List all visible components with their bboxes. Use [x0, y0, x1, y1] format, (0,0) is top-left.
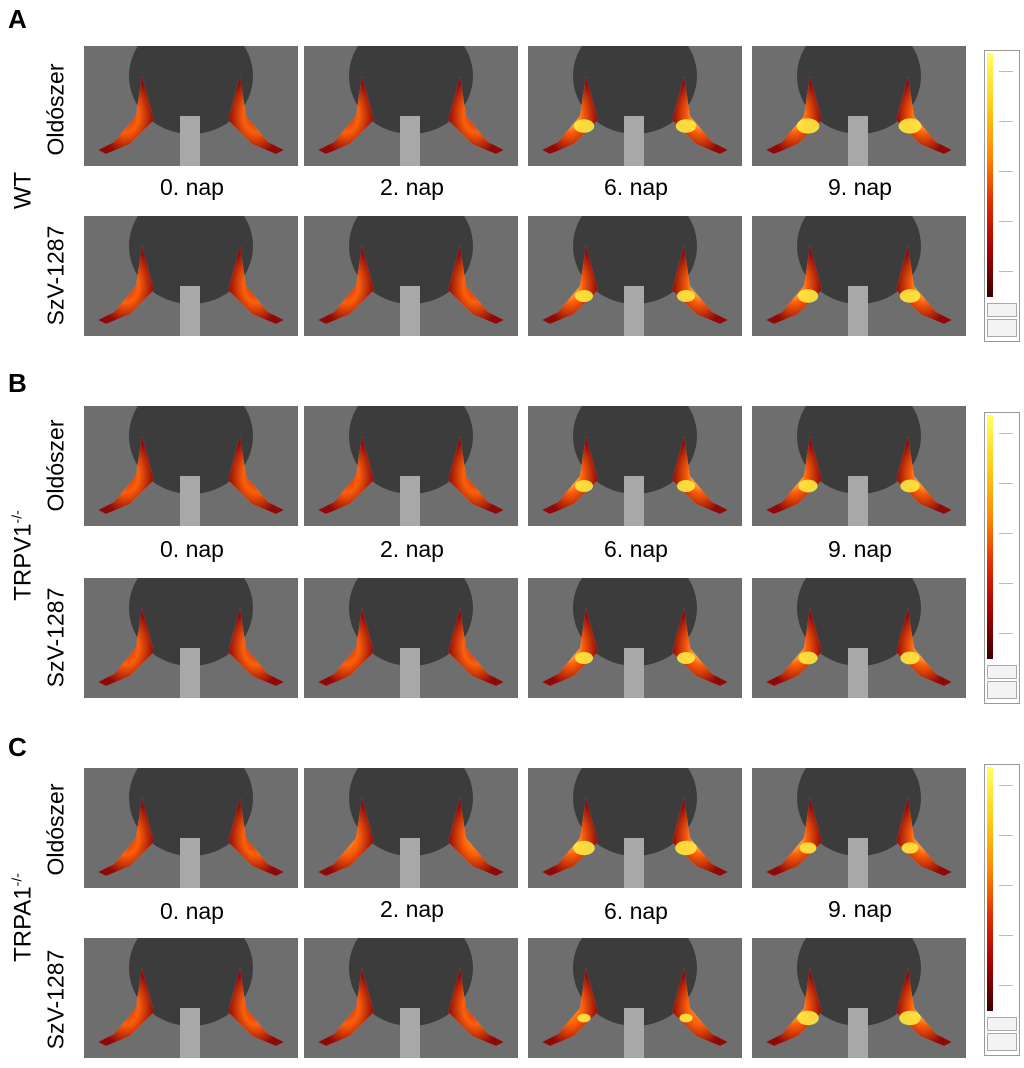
image-c-vehicle-day6 [528, 768, 742, 888]
genotype-label-wt: WT [5, 151, 37, 231]
image-a-szv-day6 [528, 216, 742, 336]
day-label-b-2: 2. nap [380, 536, 444, 562]
genotype-label-trpa1: TRPA1-/- [5, 858, 37, 978]
image-a-szv-day9 [752, 216, 966, 336]
day-label-c-9: 9. nap [828, 896, 892, 922]
image-a-szv-day0 [84, 216, 298, 336]
genotype-name: WT [9, 171, 37, 210]
day-label-a-9: 9. nap [828, 174, 892, 200]
row-label-szv-c: SzV-1287 [42, 949, 69, 1050]
genotype-name: TRPA1 [9, 886, 37, 962]
image-c-szv-day9 [752, 938, 966, 1058]
genotype-superscript: -/- [8, 510, 25, 524]
genotype-label-trpv1: TRPV1-/- [5, 496, 37, 616]
day-label-c-0: 0. nap [160, 898, 224, 924]
day-label-c-2: 2. nap [380, 896, 444, 922]
genotype-superscript: -/- [8, 873, 25, 887]
image-a-vehicle-day0 [84, 46, 298, 166]
day-label-b-6: 6. nap [604, 536, 668, 562]
row-label-vehicle-c: Oldószer [42, 783, 69, 876]
image-a-vehicle-day9 [752, 46, 966, 166]
row-label-vehicle-b: Oldószer [42, 419, 69, 512]
day-label-a-6: 6. nap [604, 174, 668, 200]
image-a-vehicle-day2 [304, 46, 518, 166]
genotype-name: TRPV1 [9, 523, 37, 601]
day-label-b-9: 9. nap [828, 536, 892, 562]
image-c-vehicle-day2 [304, 768, 518, 888]
image-b-vehicle-day2 [304, 406, 518, 526]
day-label-a-0: 0. nap [160, 174, 224, 200]
image-b-szv-day6 [528, 578, 742, 698]
image-b-vehicle-day6 [528, 406, 742, 526]
panel-letter-b: B [8, 368, 27, 398]
image-b-szv-day0 [84, 578, 298, 698]
image-c-szv-day6 [528, 938, 742, 1058]
panel-letter-a: A [8, 4, 27, 34]
image-c-szv-day2 [304, 938, 518, 1058]
day-label-b-0: 0. nap [160, 536, 224, 562]
day-label-a-2: 2. nap [380, 174, 444, 200]
row-label-szv-b: SzV-1287 [42, 587, 69, 688]
image-c-szv-day0 [84, 938, 298, 1058]
image-a-szv-day2 [304, 216, 518, 336]
color-scale-b [984, 412, 1020, 704]
image-c-vehicle-day0 [84, 768, 298, 888]
image-b-szv-day2 [304, 578, 518, 698]
image-c-vehicle-day9 [752, 768, 966, 888]
day-label-c-6: 6. nap [604, 898, 668, 924]
color-scale-c [984, 764, 1020, 1056]
image-a-vehicle-day6 [528, 46, 742, 166]
image-b-szv-day9 [752, 578, 966, 698]
row-label-szv-a: SzV-1287 [42, 225, 69, 326]
image-b-vehicle-day9 [752, 406, 966, 526]
color-scale-a [984, 50, 1020, 342]
panel-letter-c: C [8, 732, 27, 762]
image-b-vehicle-day0 [84, 406, 298, 526]
row-label-vehicle-a: Oldószer [42, 63, 69, 156]
